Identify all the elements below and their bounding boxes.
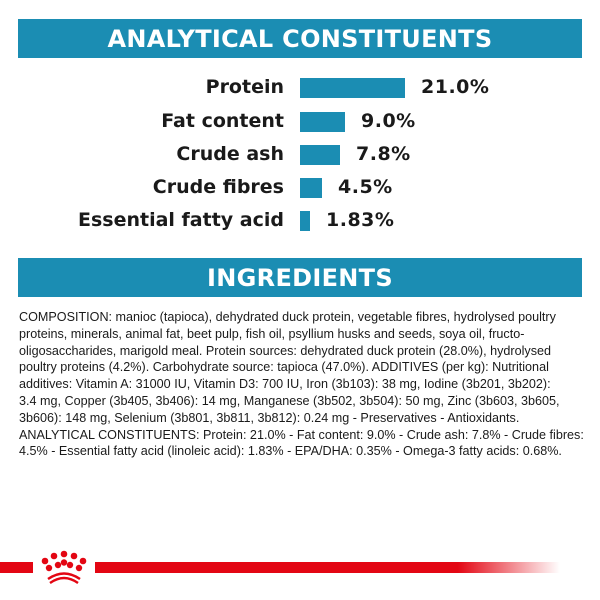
analytical-constituents-title: ANALYTICAL CONSTITUENTS <box>107 24 493 53</box>
ingredients-banner: INGREDIENTS <box>18 258 582 297</box>
bar-value: 7.8% <box>356 143 411 165</box>
bar-label: Fat content <box>161 110 284 132</box>
chart-row-crude-ash: Crude ash 7.8% <box>0 139 600 169</box>
red-divider-right <box>95 562 560 573</box>
red-divider-left <box>0 562 33 573</box>
ingredients-line: proteins, minerals, animal fat, beet pul… <box>19 326 525 341</box>
bar-label: Crude ash <box>176 143 284 165</box>
chart-row-protein: Protein 21.0% <box>0 72 600 102</box>
ingredients-line: additives: Vitamin A: 31000 IU, Vitamin … <box>19 377 551 392</box>
bar-value: 21.0% <box>421 76 490 98</box>
ingredients-paragraph: COMPOSITION: manioc (tapioca), dehydrate… <box>19 309 594 460</box>
bar <box>300 112 345 132</box>
bar-value: 4.5% <box>338 176 393 198</box>
ingredients-title: INGREDIENTS <box>207 263 393 292</box>
bar <box>300 145 340 165</box>
brand-footer <box>0 548 600 588</box>
analytical-bar-chart: Protein 21.0% Fat content 9.0% Crude ash… <box>0 70 600 240</box>
ingredients-line: 3b606): 148 mg, Selenium (3b801, 3b811, … <box>19 410 520 425</box>
bar-label: Essential fatty acid <box>77 209 284 231</box>
ingredients-line: poultry proteins (4.2%). Carbohydrate so… <box>19 360 549 375</box>
bar-value: 1.83% <box>326 209 395 231</box>
ingredients-line: oligosaccharides, marigold meal. Protein… <box>19 343 552 358</box>
bar-value: 9.0% <box>361 110 416 132</box>
bar <box>300 178 322 198</box>
analytical-constituents-banner: ANALYTICAL CONSTITUENTS <box>18 19 582 58</box>
ingredients-line: COMPOSITION: manioc (tapioca), dehydrate… <box>19 310 556 324</box>
bar <box>300 78 405 98</box>
bar-label: Protein <box>205 76 284 98</box>
royal-canin-crown-icon <box>41 550 87 584</box>
ingredients-line: 4.5% - Essential fatty acid (linoleic ac… <box>19 444 562 459</box>
chart-row-crude-fibres: Crude fibres 4.5% <box>0 172 600 202</box>
chart-row-essential-fatty-acid: Essential fatty acid 1.83% <box>0 205 600 235</box>
bar-label: Crude fibres <box>152 176 284 198</box>
ingredients-line: 3.4 mg, Copper (3b405, 3b406): 14 mg, Ma… <box>19 393 560 408</box>
chart-row-fat-content: Fat content 9.0% <box>0 106 600 136</box>
ingredients-line: ANALYTICAL CONSTITUENTS: Protein: 21.0% … <box>19 427 584 442</box>
bar <box>300 211 310 231</box>
